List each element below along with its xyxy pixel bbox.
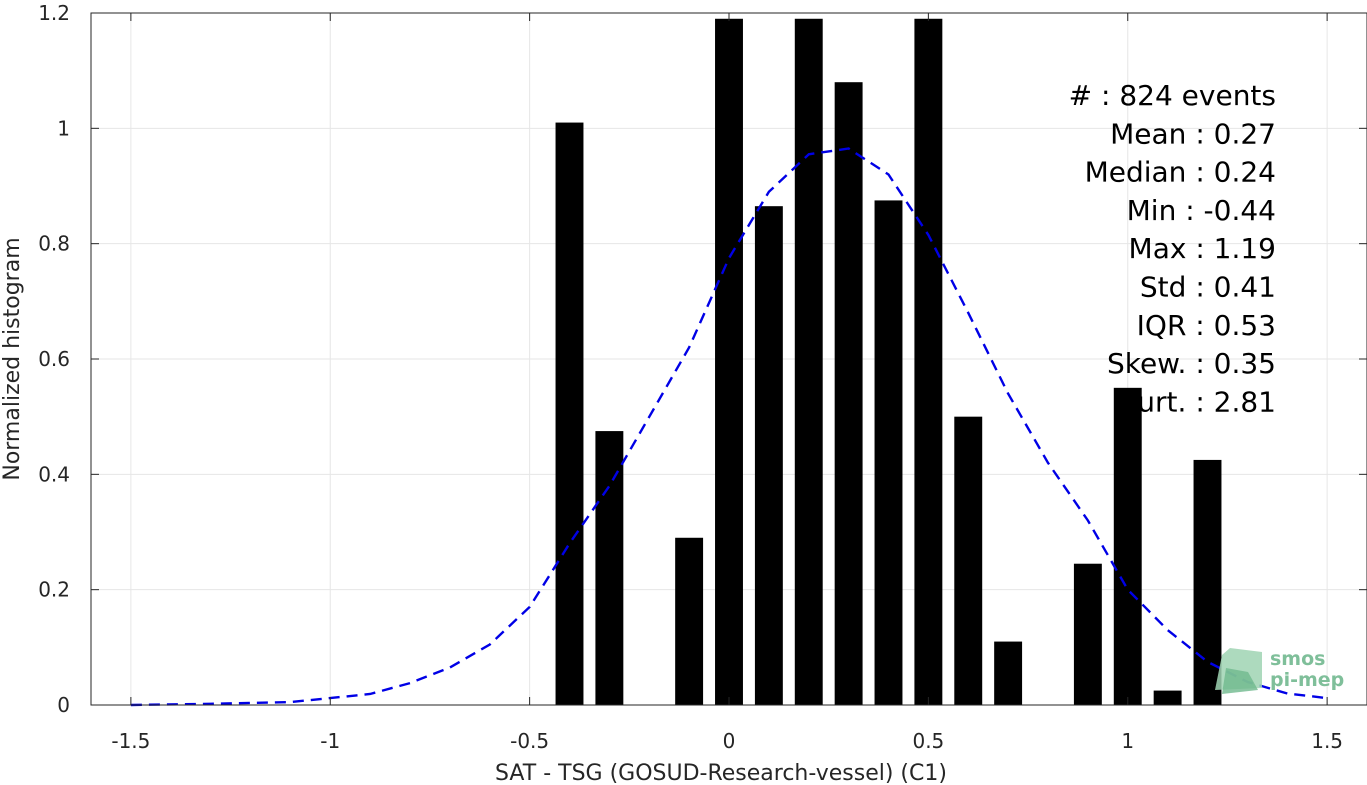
logo-text-pimep: pi-mep [1270, 669, 1344, 691]
stats-line: Mean : 0.27 [1110, 117, 1276, 150]
stats-line: Kurt. : 2.81 [1120, 385, 1276, 418]
stats-line: Median : 0.24 [1085, 156, 1276, 189]
x-tick-label: 0 [723, 729, 736, 753]
y-axis-label: Normalized histogram [0, 237, 25, 480]
bars [555, 18, 1222, 706]
stats-line: IQR : 0.53 [1137, 309, 1276, 342]
stats-line: Min : -0.44 [1127, 194, 1276, 227]
histogram-bar [994, 641, 1023, 705]
histogram-bar [754, 206, 783, 705]
y-tick-label: 1.2 [38, 1, 70, 25]
logo-icon-layer [1222, 668, 1258, 694]
stats-line: Skew. : 0.35 [1107, 347, 1276, 380]
x-tick-label: 1.5 [1311, 729, 1343, 753]
histogram-bar [595, 431, 624, 705]
y-tick-label: 0.6 [38, 347, 70, 371]
x-tick-label: -1 [320, 729, 340, 753]
stats-box: # : 824 events Mean : 0.27 Median : 0.24 Mi… [1069, 79, 1276, 418]
logo-text-smos: smos [1270, 648, 1325, 670]
x-tick-label: 1 [1121, 729, 1134, 753]
x-tick-label: -1.5 [111, 729, 150, 753]
y-tick-label: 0.4 [38, 462, 70, 486]
x-tick-label: -0.5 [510, 729, 549, 753]
y-tick-label: 0 [57, 693, 70, 717]
histogram-bar [1073, 563, 1102, 705]
stats-line: Max : 1.19 [1129, 232, 1276, 265]
y-tick-label: 0.2 [38, 578, 70, 602]
x-axis-label: SAT - TSG (GOSUD-Research-vessel) (C1) [495, 761, 947, 785]
fit-curve [130, 147, 1328, 707]
histogram-bar [914, 18, 943, 706]
stats-line: # : 824 events [1069, 79, 1276, 112]
histogram-bar [794, 18, 823, 706]
x-axis-ticks: -1.5 -1 -0.5 0 0.5 1 1.5 [111, 13, 1343, 753]
y-tick-label: 0.8 [38, 232, 70, 256]
histogram-bar [1153, 690, 1182, 705]
x-tick-label: 0.5 [912, 729, 944, 753]
stats-line: Std : 0.41 [1140, 271, 1276, 304]
y-axis-ticks: 0 0.2 0.4 0.6 0.8 1 1.2 [38, 1, 1367, 717]
histogram-bar [834, 82, 863, 705]
histogram-bar [555, 122, 584, 706]
histogram-bar [954, 416, 983, 705]
histogram-bar [675, 537, 704, 705]
histogram-bar [1193, 459, 1222, 705]
histogram-bar [1113, 387, 1142, 705]
y-tick-label: 1 [57, 116, 70, 140]
histogram-bar [715, 18, 743, 706]
histogram-bar [874, 200, 903, 705]
smos-pimep-logo: smos pi-mep [1215, 648, 1344, 694]
